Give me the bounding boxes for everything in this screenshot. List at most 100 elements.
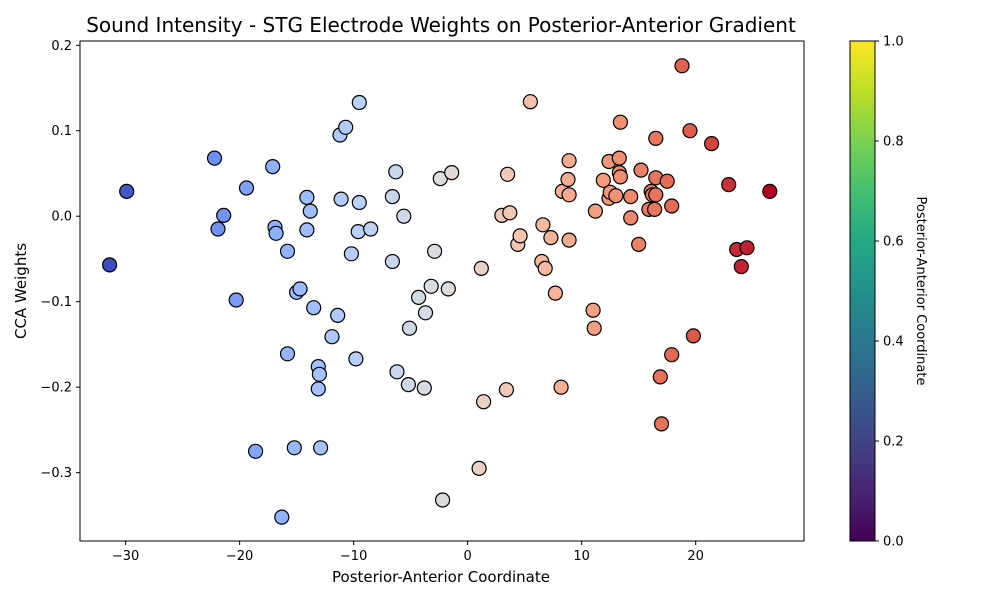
data-point: [476, 394, 492, 410]
colorbar-tick-label: 0.8: [883, 135, 904, 150]
data-point: [306, 300, 322, 316]
scatter-points: [101, 58, 778, 525]
y-tick-label: −0.1: [40, 295, 72, 310]
x-axis: −30 −20 −10 0 10 20: [112, 541, 704, 564]
data-point: [343, 246, 359, 262]
data-point: [682, 123, 698, 139]
data-point: [762, 183, 778, 199]
data-point: [248, 443, 264, 459]
data-point: [585, 302, 601, 318]
data-point: [416, 380, 432, 396]
data-point: [351, 94, 367, 111]
data-point: [302, 203, 318, 219]
data-point: [338, 119, 354, 135]
data-point: [652, 369, 668, 385]
colorbar-tick-label: 0.4: [883, 335, 904, 350]
x-tick-label: 20: [687, 549, 704, 564]
data-point: [210, 221, 226, 237]
x-tick-label: −20: [226, 549, 253, 564]
data-point: [537, 260, 553, 276]
data-point: [423, 278, 439, 294]
data-point: [440, 281, 456, 297]
data-point: [553, 379, 569, 395]
data-point: [612, 169, 629, 185]
colorbar-tick-label: 1.0: [883, 35, 904, 50]
data-point: [313, 440, 329, 456]
data-point: [238, 180, 255, 196]
data-point: [623, 189, 639, 205]
data-point: [400, 377, 416, 393]
data-point: [648, 187, 664, 203]
data-point: [500, 166, 516, 182]
data-point: [659, 173, 675, 189]
colorbar-tick-label: 0.6: [883, 235, 904, 250]
data-point: [388, 164, 404, 180]
data-point: [324, 329, 340, 345]
data-point: [608, 188, 624, 204]
data-point: [384, 253, 400, 270]
data-point: [595, 172, 611, 188]
data-point: [611, 150, 627, 166]
y-tick-label: −0.2: [40, 381, 72, 396]
data-point: [292, 281, 308, 297]
data-point: [512, 228, 528, 244]
data-point: [228, 292, 244, 308]
data-point: [535, 217, 551, 233]
data-point: [561, 187, 577, 203]
data-point: [498, 382, 514, 398]
y-tick-label: 0.1: [51, 124, 72, 139]
data-point: [384, 189, 400, 205]
data-point: [587, 203, 604, 219]
x-axis-label: Posterior-Anterior Coordinate: [332, 568, 550, 586]
data-point: [721, 177, 737, 193]
data-point: [522, 94, 539, 110]
y-axis: −0.3 −0.2 −0.1 0.0 0.1 0.2: [40, 39, 80, 481]
data-point: [279, 346, 296, 362]
data-point: [646, 201, 663, 217]
y-tick-label: 0.2: [51, 39, 72, 54]
data-point: [363, 221, 379, 237]
data-point: [631, 236, 647, 252]
data-point: [739, 240, 755, 256]
data-point: [633, 162, 649, 178]
data-point: [547, 285, 564, 301]
data-point: [119, 183, 135, 199]
data-point: [350, 224, 366, 240]
data-point: [411, 289, 427, 305]
data-point: [330, 307, 346, 323]
colorbar-tick-label: 0.0: [883, 535, 904, 550]
data-point: [623, 210, 639, 226]
data-point: [299, 222, 315, 238]
data-point: [664, 347, 680, 363]
data-point: [561, 153, 577, 169]
chart-title: Sound Intensity - STG Electrode Weights …: [86, 13, 796, 37]
data-point: [612, 114, 629, 130]
data-point: [674, 58, 690, 74]
data-point: [473, 260, 489, 276]
colorbar-label: Posterior-Anterior Coordinate: [913, 197, 928, 386]
data-point: [427, 243, 443, 259]
data-point: [561, 232, 577, 248]
data-point: [648, 130, 664, 146]
data-point: [389, 364, 405, 380]
colorbar-tick-label: 0.2: [883, 435, 904, 450]
data-point: [502, 205, 518, 221]
data-point: [653, 416, 670, 432]
x-tick-label: 10: [573, 549, 590, 564]
data-point: [311, 366, 327, 382]
data-point: [299, 189, 315, 205]
data-point: [274, 509, 290, 525]
data-point: [401, 320, 418, 336]
data-point: [733, 259, 749, 275]
y-tick-label: −0.3: [40, 466, 72, 481]
data-point: [435, 492, 451, 508]
data-point: [685, 328, 702, 344]
data-point: [664, 198, 680, 214]
data-point: [560, 171, 576, 188]
x-tick-label: −10: [340, 549, 367, 564]
data-point: [348, 351, 364, 367]
data-point: [351, 194, 367, 211]
data-point: [268, 225, 284, 241]
data-point: [396, 208, 412, 224]
